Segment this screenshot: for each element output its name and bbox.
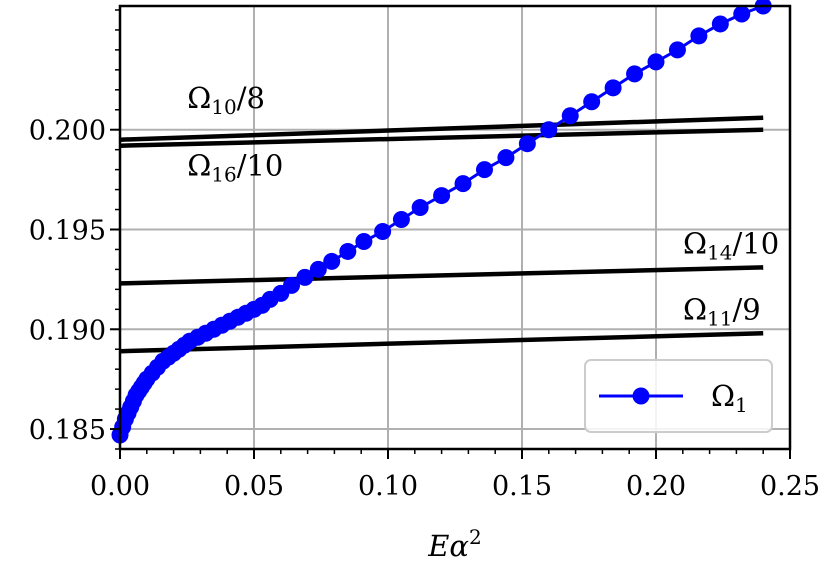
data-point <box>323 252 341 270</box>
line-annotation: Ω16/10 <box>187 149 283 187</box>
data-point <box>433 187 451 205</box>
data-point <box>561 107 579 125</box>
y-tick-label: 0.200 <box>29 116 106 147</box>
data-point <box>647 53 665 71</box>
line-annotation: Ω14/10 <box>683 226 779 264</box>
x-axis-label: Eα2 <box>427 525 482 563</box>
data-point <box>339 242 357 260</box>
x-tick-label: 0.00 <box>90 471 150 502</box>
line-annotation: Ω10/8 <box>187 81 265 119</box>
tick-labels: 0.00 0.05 0.10 0.15 0.20 0.25 0.185 0.190 0.195 0… <box>29 116 820 502</box>
data-point <box>604 79 622 97</box>
y-tick-label: 0.185 <box>29 415 106 446</box>
data-point <box>626 65 644 83</box>
data-point <box>733 5 751 23</box>
line-annotation: Ω11/9 <box>683 292 761 330</box>
data-point <box>374 222 392 240</box>
x-tick-label: 0.25 <box>760 471 820 502</box>
data-point <box>411 199 429 217</box>
data-point <box>454 175 472 193</box>
data-point <box>355 232 373 250</box>
series-line-4 <box>119 331 764 354</box>
annotations: Ω10/8 Ω16/10 Ω14/10 Ω11/9 <box>187 81 779 331</box>
tick-marks <box>110 9 791 459</box>
data-point <box>475 161 493 179</box>
x-tick-label: 0.05 <box>224 471 284 502</box>
series-line-2 <box>119 127 764 148</box>
legend-label: Ω1 <box>711 379 748 417</box>
y-tick-label: 0.190 <box>29 315 106 346</box>
x-tick-label: 0.15 <box>492 471 552 502</box>
data-point <box>711 15 729 33</box>
series-line-3 <box>119 265 764 286</box>
y-tick-label: 0.195 <box>29 215 106 246</box>
data-point <box>690 27 708 45</box>
data-point <box>583 93 601 111</box>
omega1-series <box>111 0 772 444</box>
axes <box>118 4 792 451</box>
data-point <box>497 149 515 167</box>
data-point <box>518 135 536 153</box>
plot-frame <box>118 4 792 451</box>
series-line-1 <box>119 115 764 142</box>
data-point <box>283 276 301 294</box>
data-point <box>392 211 410 229</box>
reference-lines <box>119 115 764 354</box>
data-point <box>296 268 314 286</box>
x-tick-label: 0.10 <box>358 471 418 502</box>
data-point <box>668 41 686 59</box>
legend: Ω1 <box>584 359 773 433</box>
data-point <box>540 121 558 139</box>
legend-marker <box>632 387 650 405</box>
x-tick-label: 0.20 <box>626 471 686 502</box>
data-point <box>309 260 327 278</box>
